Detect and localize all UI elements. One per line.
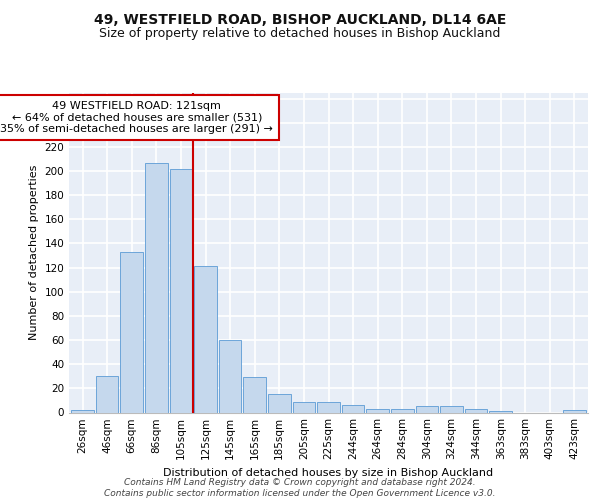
Bar [121, 252, 143, 412]
Bar [219, 340, 241, 412]
X-axis label: Distribution of detached houses by size in Bishop Auckland: Distribution of detached houses by size … [163, 468, 494, 478]
Text: Contains HM Land Registry data © Crown copyright and database right 2024.
Contai: Contains HM Land Registry data © Crown c… [104, 478, 496, 498]
Bar [465, 409, 487, 412]
Text: 49 WESTFIELD ROAD: 121sqm
← 64% of detached houses are smaller (531)
35% of semi: 49 WESTFIELD ROAD: 121sqm ← 64% of detac… [1, 101, 274, 134]
Bar [563, 410, 586, 412]
Y-axis label: Number of detached properties: Number of detached properties [29, 165, 39, 340]
Bar [416, 406, 438, 412]
Bar [170, 168, 192, 412]
Bar [440, 406, 463, 412]
Bar [194, 266, 217, 412]
Bar [244, 378, 266, 412]
Bar [293, 402, 315, 412]
Bar [96, 376, 118, 412]
Bar [71, 410, 94, 412]
Bar [391, 409, 413, 412]
Bar [342, 406, 364, 412]
Bar [145, 162, 167, 412]
Text: 49, WESTFIELD ROAD, BISHOP AUCKLAND, DL14 6AE: 49, WESTFIELD ROAD, BISHOP AUCKLAND, DL1… [94, 12, 506, 26]
Bar [317, 402, 340, 412]
Bar [367, 409, 389, 412]
Bar [268, 394, 290, 412]
Text: Size of property relative to detached houses in Bishop Auckland: Size of property relative to detached ho… [100, 28, 500, 40]
